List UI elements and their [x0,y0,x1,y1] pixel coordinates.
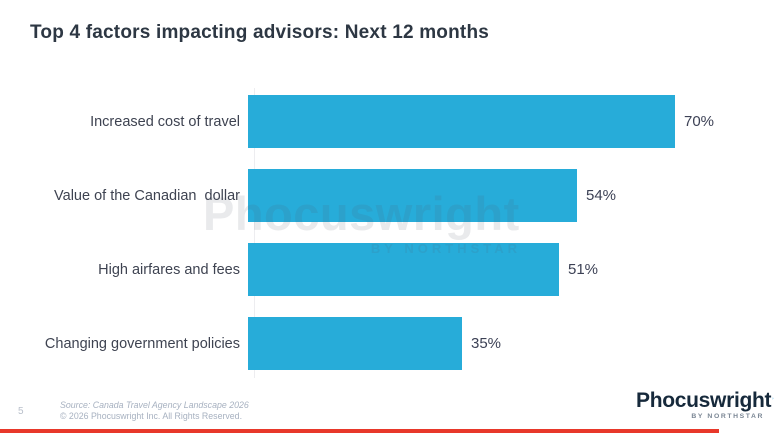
bar [248,243,559,296]
bar-zone: 35% [248,317,780,370]
bar [248,169,577,222]
value-label: 35% [471,335,502,352]
bar-zone: 51% [248,243,780,296]
bar-zone: 54% [248,169,780,222]
bar-row: Increased cost of travel 70% [0,95,780,148]
copyright-line: © 2026 Phocuswright Inc. All Rights Rese… [60,410,243,421]
y-axis-line [254,88,255,378]
logo-wordmark: Phocuswright [636,389,772,412]
value-label: 54% [586,187,617,204]
source-note: Source: Canada Travel Agency Landscape 2… [60,400,249,422]
value-label: 70% [684,113,715,130]
bar-zone: 70% [248,95,780,148]
value-label: 51% [568,261,599,278]
logo-tagline: BY NORTHSTAR [691,413,764,420]
bar-row: Changing government policies 35% [0,317,780,370]
bar-chart: Increased cost of travel 70% Value of th… [0,95,780,391]
bar-row: High airfares and fees 51% [0,243,780,296]
question-mark-icon [772,397,774,400]
bar-row: Value of the Canadian dollar 54% [0,169,780,222]
category-label: High airfares and fees [98,261,240,278]
bar [248,317,462,370]
page-title: Top 4 factors impacting advisors: Next 1… [30,22,490,43]
source-line: Source: Canada Travel Agency Landscape 2… [60,400,249,410]
phocuswright-logo: Phocuswright BY NORTHSTAR [636,385,774,420]
category-label: Changing government policies [44,335,240,352]
category-label: Increased cost of travel [90,113,240,130]
accent-divider [0,429,719,433]
bar [248,95,675,148]
category-label: Value of the Canadian dollar [54,187,240,204]
page-number: 5 [18,406,24,417]
